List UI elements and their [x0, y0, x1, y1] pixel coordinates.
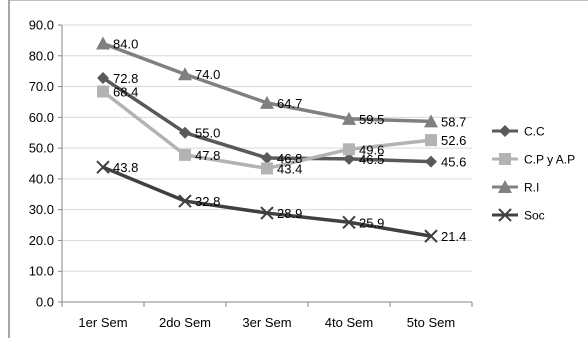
data-label: 52.6 — [441, 133, 466, 148]
data-point — [424, 229, 438, 243]
data-label: 58.7 — [441, 114, 466, 129]
x-tick-label: 1er Sem — [78, 315, 127, 330]
legend-entry: C.C — [492, 125, 545, 139]
data-point — [260, 95, 274, 109]
legend-marker — [499, 125, 511, 137]
marker-stroke — [96, 160, 110, 174]
legend-entry: R.I — [492, 180, 539, 195]
data-label: 55.0 — [195, 126, 220, 141]
gridlines — [62, 24, 472, 272]
legend-marker — [498, 208, 512, 222]
data-point — [97, 85, 109, 98]
data-point — [424, 114, 438, 128]
data-point — [343, 152, 355, 165]
data-label: 25.9 — [359, 215, 384, 230]
tick-labels: 0.0 10.0 20.0 30.0 40.0 50.0 60.0 70.0 80.0 90.0 1… — [29, 18, 456, 331]
legend-label: C.C — [524, 125, 545, 139]
y-tick-label: 50.0 — [29, 141, 54, 156]
data-label: 43.8 — [113, 160, 138, 175]
marker-stroke — [178, 194, 192, 208]
data-label: 21.4 — [441, 229, 466, 244]
data-point — [178, 67, 192, 81]
y-tick-label: 40.0 — [29, 171, 54, 186]
legend: C.C C.P y A.P R.I Soc — [492, 125, 575, 223]
data-label: 84.0 — [113, 36, 138, 51]
data-label: 43.4 — [277, 161, 302, 176]
y-tick-label: 90.0 — [29, 18, 54, 33]
x-tick-label: 3er Sem — [242, 315, 291, 330]
marker-stroke — [424, 229, 438, 243]
y-tick-label: 70.0 — [29, 79, 54, 94]
y-tick-label: 80.0 — [29, 48, 54, 63]
frame-top-border — [10, 0, 588, 1]
data-point — [178, 194, 192, 208]
data-labels: 72.8 55.0 46.8 46.5 45.6 68.4 47.8 43.4 49.6 52.6… — [113, 36, 466, 244]
data-label: 72.8 — [113, 71, 138, 86]
data-label: 45.6 — [441, 155, 466, 170]
data-label: 68.4 — [113, 84, 138, 99]
legend-marker — [499, 153, 511, 165]
data-label: 59.5 — [359, 112, 384, 127]
legend-label: R.I — [524, 181, 539, 195]
x-tick-label: 4to Sem — [325, 315, 373, 330]
data-label: 47.8 — [195, 148, 220, 163]
data-label: 64.7 — [277, 96, 302, 111]
data-label: 49.6 — [359, 142, 384, 157]
y-tick-label: 0.0 — [36, 295, 54, 310]
y-tick-label: 10.0 — [29, 264, 54, 279]
legend-marker — [498, 180, 512, 193]
y-tick-label: 20.0 — [29, 233, 54, 248]
data-point — [425, 134, 437, 147]
marker-stroke — [498, 208, 512, 222]
data-point — [343, 143, 355, 156]
frame-left-border — [8, 0, 10, 338]
legend-label: Soc — [524, 209, 545, 223]
data-point — [261, 151, 273, 164]
y-tick-label: 30.0 — [29, 202, 54, 217]
data-label: 28.9 — [277, 206, 302, 221]
y-tick-label: 60.0 — [29, 110, 54, 125]
data-label: 46.8 — [277, 151, 302, 166]
data-point — [425, 155, 437, 168]
data-label: 46.5 — [359, 152, 384, 167]
data-point — [342, 215, 356, 229]
data-point — [96, 36, 110, 50]
data-point — [179, 126, 191, 139]
data-point — [96, 160, 110, 174]
data-point — [97, 71, 109, 84]
marker-stroke — [260, 206, 274, 220]
legend-entry: C.P y A.P — [492, 153, 575, 167]
series-group — [96, 36, 438, 243]
legend-entry: Soc — [492, 208, 545, 223]
x-tick-label: 5to Sem — [407, 315, 455, 330]
data-point — [179, 148, 191, 161]
axes — [58, 24, 473, 307]
data-point — [261, 162, 273, 175]
data-point — [260, 206, 274, 220]
legend-label: C.P y A.P — [524, 153, 575, 167]
data-label: 74.0 — [195, 67, 220, 82]
marker-stroke — [342, 215, 356, 229]
data-point — [342, 111, 356, 125]
x-tick-label: 2do Sem — [159, 315, 211, 330]
data-label: 32.8 — [195, 194, 220, 209]
